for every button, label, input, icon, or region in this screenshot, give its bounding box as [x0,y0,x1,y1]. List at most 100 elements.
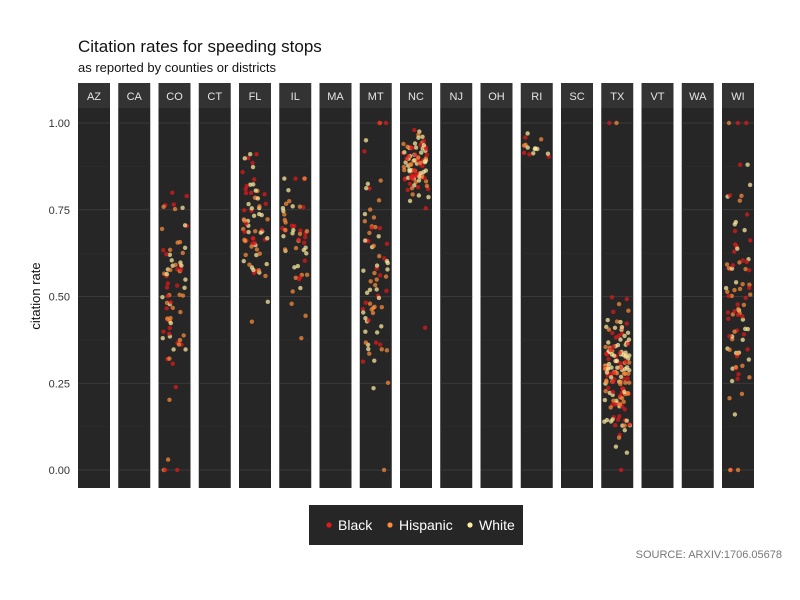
data-point-black [627,422,632,427]
data-point-hispanic [727,395,732,401]
data-point-black [735,302,740,307]
data-point-white [733,280,739,285]
data-point-black [732,308,737,314]
facet-panel-co: CO [158,83,191,488]
data-point-black [735,120,741,126]
data-point-hispanic [736,307,741,312]
data-point-hispanic [283,220,288,225]
data-point-hispanic [173,262,178,268]
data-point-black [168,300,173,305]
data-point-hispanic [740,281,745,287]
data-point-black [178,267,184,272]
data-point-hispanic [376,198,382,203]
data-point-black [615,417,621,422]
data-point-hispanic [626,380,632,385]
data-point-black [609,295,615,300]
data-point-white [416,193,422,198]
data-point-white [249,206,254,211]
data-point-hispanic [175,240,180,245]
data-point-white [426,194,431,200]
data-point-black [624,321,629,326]
data-point-white [366,346,371,352]
data-point-white [241,258,246,264]
data-point-hispanic [379,304,385,310]
data-point-black [611,344,616,349]
data-point-white [605,366,611,371]
data-point-white [723,285,729,291]
data-point-black [733,242,738,247]
data-point-white [533,146,538,151]
data-point-hispanic [625,390,631,396]
data-point-hispanic [263,273,268,279]
data-point-black [250,160,255,166]
data-point-black [415,184,421,190]
facet-strip [641,83,674,108]
data-point-black [617,350,622,356]
points-co [159,190,189,473]
facet-plot-area [198,108,231,488]
data-point-white [246,201,251,207]
data-point-black [171,202,176,207]
data-point-hispanic [304,272,310,278]
data-point-black [735,376,740,381]
data-point-white [183,277,188,282]
data-point-white [371,385,376,391]
data-point-hispanic [283,201,289,207]
data-point-white [747,182,753,188]
data-point-white [164,271,170,277]
data-point-hispanic [405,144,410,150]
data-point-black [743,295,748,301]
data-point-black [161,329,166,334]
points-il [280,176,310,341]
data-point-black [302,235,308,240]
data-point-white [626,337,632,342]
facet-plot-area [279,108,312,488]
data-point-black [297,277,302,282]
data-point-black [242,229,247,234]
facet-plot-area [78,108,110,488]
points-wi [723,120,753,473]
data-point-black [184,193,189,199]
data-point-hispanic [253,228,258,234]
facet-strip [520,83,553,108]
data-point-white [182,223,188,228]
data-point-hispanic [368,279,373,284]
data-point-black [408,145,414,150]
data-point-white [171,347,176,352]
legend-label: White [479,517,515,533]
y-tick-label: 0.00 [49,465,70,477]
data-point-black [747,285,752,291]
data-point-white [615,365,620,370]
chart-subtitle: as reported by counties or districts [78,60,276,75]
data-point-hispanic [371,305,376,311]
facet-strip-label: RI [531,91,542,103]
data-point-hispanic [242,237,247,243]
data-point-hispanic [176,342,182,347]
data-point-white [367,287,373,293]
data-point-black [384,241,390,247]
data-point-white [281,208,286,214]
data-point-black [424,152,430,157]
data-point-hispanic [247,262,252,267]
y-tick-label: 1.00 [49,118,70,130]
data-point-hispanic [177,337,183,343]
data-point-black [607,120,612,126]
data-point-hispanic [287,199,292,204]
data-point-black [405,187,410,193]
data-point-black [611,370,617,376]
data-point-hispanic [730,312,736,317]
data-point-black [296,237,301,242]
facet-strip [118,83,151,108]
data-point-black [412,168,417,173]
data-point-hispanic [249,319,255,324]
data-point-hispanic [283,227,288,233]
data-point-white [619,324,625,330]
data-point-black [167,325,172,331]
facet-panel-oh: OH [480,83,513,488]
data-point-white [622,333,627,339]
facet-panel-vt: VT [641,83,674,488]
data-point-black [302,258,308,263]
data-point-white [374,287,379,292]
data-point-hispanic [254,247,260,252]
data-point-hispanic [416,155,421,160]
